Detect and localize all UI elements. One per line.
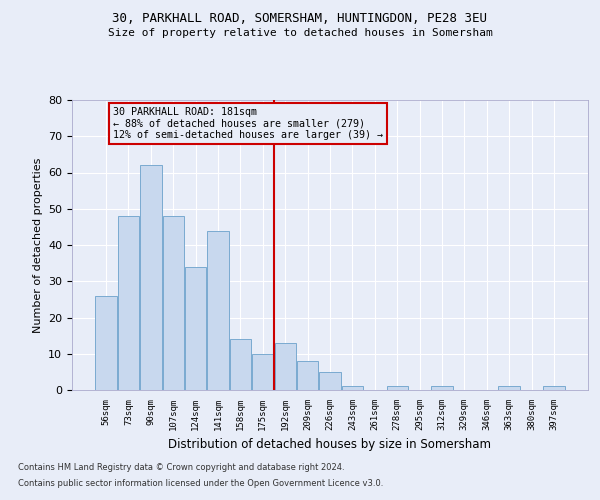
Text: 30 PARKHALL ROAD: 181sqm
← 88% of detached houses are smaller (279)
12% of semi-: 30 PARKHALL ROAD: 181sqm ← 88% of detach…	[113, 108, 383, 140]
Text: Contains public sector information licensed under the Open Government Licence v3: Contains public sector information licen…	[18, 478, 383, 488]
Bar	[342, 386, 363, 390]
Bar	[297, 361, 318, 390]
Bar	[252, 354, 274, 390]
Bar	[543, 386, 565, 390]
Text: Contains HM Land Registry data © Crown copyright and database right 2024.: Contains HM Land Registry data © Crown c…	[18, 464, 344, 472]
Bar	[140, 165, 161, 390]
Text: 30, PARKHALL ROAD, SOMERSHAM, HUNTINGDON, PE28 3EU: 30, PARKHALL ROAD, SOMERSHAM, HUNTINGDON…	[113, 12, 487, 26]
Bar	[230, 339, 251, 390]
X-axis label: Distribution of detached houses by size in Somersham: Distribution of detached houses by size …	[169, 438, 491, 451]
Y-axis label: Number of detached properties: Number of detached properties	[32, 158, 43, 332]
Bar	[118, 216, 139, 390]
Bar	[386, 386, 408, 390]
Bar	[185, 267, 206, 390]
Text: Size of property relative to detached houses in Somersham: Size of property relative to detached ho…	[107, 28, 493, 38]
Bar	[319, 372, 341, 390]
Bar	[163, 216, 184, 390]
Bar	[431, 386, 452, 390]
Bar	[95, 296, 117, 390]
Bar	[499, 386, 520, 390]
Bar	[208, 230, 229, 390]
Bar	[275, 343, 296, 390]
